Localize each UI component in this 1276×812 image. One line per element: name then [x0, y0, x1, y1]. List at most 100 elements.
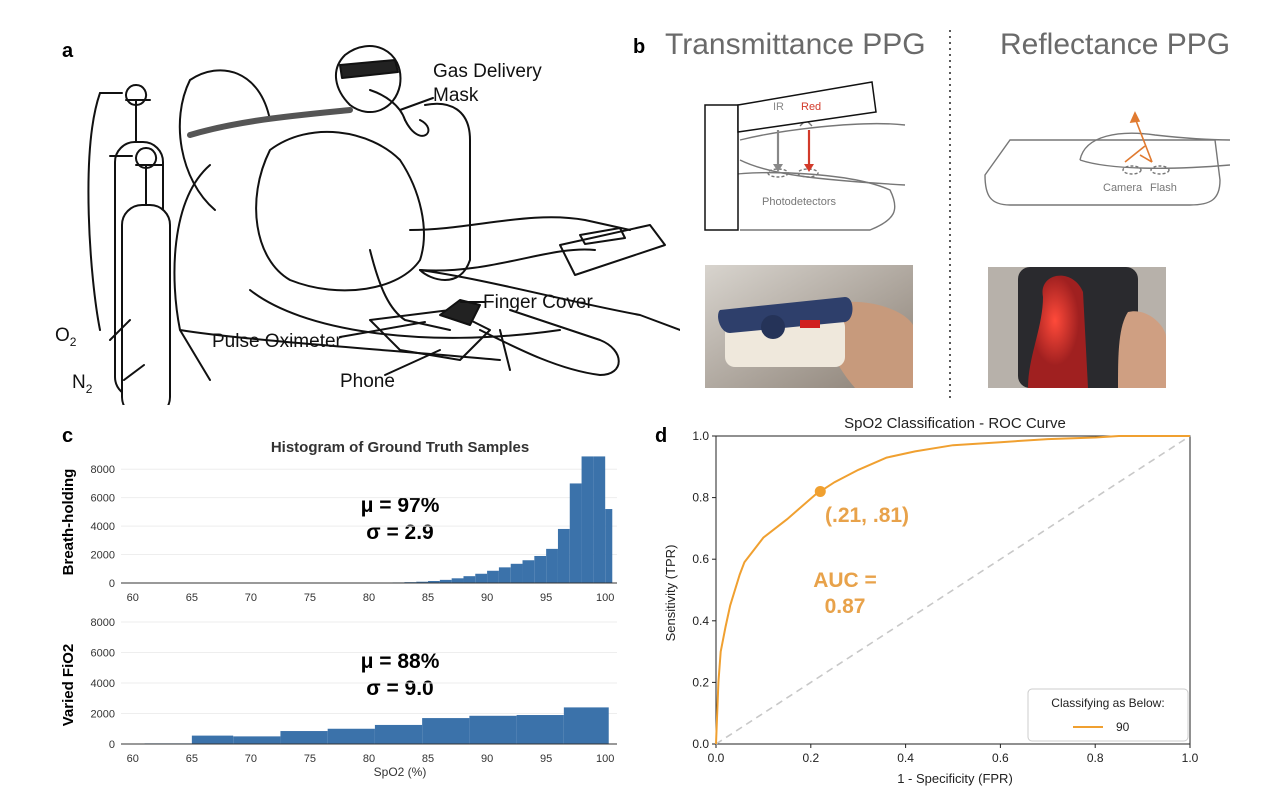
- hist-xtick-label: 100: [596, 753, 614, 765]
- hist-bar: [522, 560, 535, 583]
- roc-xtick-label: 0.0: [708, 751, 725, 765]
- legend-box: [1027, 688, 1189, 742]
- histogram-bottom-plot: 0 2000 4000 6000 8000 60 65 70 75 80 85 90 95 100: [91, 617, 617, 765]
- roc-ytick-label: 0.0: [692, 737, 709, 751]
- transmittance-title: Transmittance PPG: [665, 28, 926, 61]
- hist-bar: [581, 456, 594, 583]
- hist-ytick-label: 2000: [91, 550, 115, 562]
- hist-bar: [534, 555, 547, 583]
- roc-plot-area: 0.0 0.2 0.4 0.6 0.8 1.0 0.0 0.2 0.4 0.6 0.8 1.0: [692, 429, 1198, 765]
- hist-ytick-label: 0: [109, 578, 115, 590]
- roc-operating-point: [814, 485, 826, 497]
- hist-xtick-label: 80: [363, 753, 375, 765]
- hist-xtick-label: 100: [596, 592, 614, 604]
- roc-ylabel: Sensitivity (TPR): [663, 545, 678, 642]
- hist-xtick-label: 80: [363, 592, 375, 604]
- histogram-title: Histogram of Ground Truth Samples: [271, 439, 529, 456]
- roc-ytick-label: 0.8: [692, 491, 709, 505]
- breath-holding-ylabel: Breath-holding: [60, 469, 77, 576]
- oximeter-base-shape: [729, 171, 896, 231]
- n2-label-main: N: [72, 372, 86, 393]
- hist-ytick-label: 4000: [91, 678, 115, 690]
- auc-label-line1: AUC =: [813, 569, 877, 592]
- n2-label: N2: [72, 372, 92, 396]
- roc-ytick-label: 0.2: [692, 675, 709, 689]
- roc-ytick-label: 0.4: [692, 614, 709, 628]
- gas-delivery-mask-label: Gas Delivery Mask: [433, 61, 542, 106]
- top-sigma-text: σ = 2.9: [366, 521, 434, 544]
- hist-xtick-label: 60: [127, 753, 139, 765]
- roc-xtick-label: 0.8: [1087, 751, 1104, 765]
- hist-bar: [546, 548, 558, 583]
- transmittance-diagram: [704, 81, 906, 231]
- panel-b-letter: b: [633, 36, 646, 58]
- hist-xtick-label: 70: [245, 592, 257, 604]
- phone-body-shape: [984, 139, 1221, 206]
- roc-xlabel: 1 - Specificity (FPR): [897, 771, 1013, 786]
- photodetectors-label: Photodetectors: [762, 196, 836, 208]
- red-label: Red: [801, 101, 822, 113]
- roc-xtick-label: 1.0: [1182, 751, 1199, 765]
- flash-label: Flash: [1150, 182, 1177, 194]
- hist-ytick-label: 2000: [91, 709, 115, 721]
- hist-bar: [605, 509, 613, 583]
- hist-bar: [374, 724, 423, 744]
- varied-fio2-ylabel: Varied FiO2: [60, 644, 77, 727]
- hist-xtick-label: 90: [481, 753, 493, 765]
- hist-ytick-label: 0: [109, 739, 115, 751]
- panel-a-letter: a: [62, 40, 74, 62]
- hist-xtick-label: 85: [422, 753, 434, 765]
- hist-xtick-label: 70: [245, 753, 257, 765]
- hist-xtick-label: 95: [540, 753, 552, 765]
- reflectance-diagram: [984, 111, 1230, 206]
- o2-label-subscript: 2: [69, 334, 77, 349]
- ir-label: IR: [773, 101, 784, 113]
- hist-bar: [416, 581, 429, 583]
- finger-cover-label: Finger Cover: [483, 292, 593, 313]
- hist-bar: [563, 707, 609, 744]
- hist-bar: [191, 735, 234, 744]
- hist-bar: [516, 715, 564, 744]
- roc-curve-line: [715, 435, 1190, 745]
- hist-xtick-label: 90: [481, 592, 493, 604]
- panel-c-letter: c: [62, 425, 74, 447]
- hist-bar: [451, 578, 464, 583]
- legend-entry-label: 90: [1116, 720, 1130, 734]
- hist-bar: [422, 718, 470, 744]
- n2-label-subscript: 2: [85, 381, 93, 396]
- o2-label-main: O: [55, 325, 70, 346]
- hist-xtick-label: 60: [127, 592, 139, 604]
- pulse-oximeter-photo: [705, 265, 913, 388]
- roc-frame: [715, 435, 1191, 745]
- hist-bar: [498, 567, 511, 583]
- hist-bar: [593, 456, 606, 583]
- hist-bar: [475, 573, 488, 583]
- histogram-chart: Histogram of Ground Truth Samples Breath…: [60, 439, 617, 779]
- hist-bar: [439, 579, 452, 583]
- roc-legend: Classifying as Below: 90: [1027, 688, 1189, 742]
- panel-b-divider: [949, 30, 951, 400]
- hist-xtick-label: 65: [186, 592, 198, 604]
- roc-chart: SpO2 Classification - ROC Curve 1 - Spec…: [663, 415, 1199, 786]
- hist-bar: [463, 576, 476, 583]
- roc-point-annotation: (.21, .81): [825, 504, 909, 527]
- roc-xtick-label: 0.2: [802, 751, 819, 765]
- o2-label: O2: [55, 325, 76, 349]
- roc-chance-line: [715, 435, 1191, 745]
- roc-ytick-label: 1.0: [692, 429, 709, 443]
- histogram-xlabel: SpO2 (%): [374, 765, 427, 779]
- hist-bar: [510, 563, 523, 583]
- hist-xtick-label: 95: [540, 592, 552, 604]
- auc-label-line2: 0.87: [825, 595, 866, 618]
- hist-ytick-label: 4000: [91, 521, 115, 533]
- lab-setup-illustration: [87, 45, 680, 405]
- roc-title: SpO2 Classification - ROC Curve: [844, 415, 1066, 432]
- roc-ytick-label: 0.6: [692, 552, 709, 566]
- phone-finger-photo: [988, 267, 1166, 388]
- bottom-mu-text: μ = 88%: [361, 650, 440, 673]
- hist-bar: [557, 528, 570, 583]
- hist-ytick-label: 8000: [91, 617, 115, 629]
- hist-xtick-label: 75: [304, 753, 316, 765]
- bottom-sigma-text: σ = 9.0: [366, 677, 434, 700]
- panel-d-letter: d: [655, 425, 668, 447]
